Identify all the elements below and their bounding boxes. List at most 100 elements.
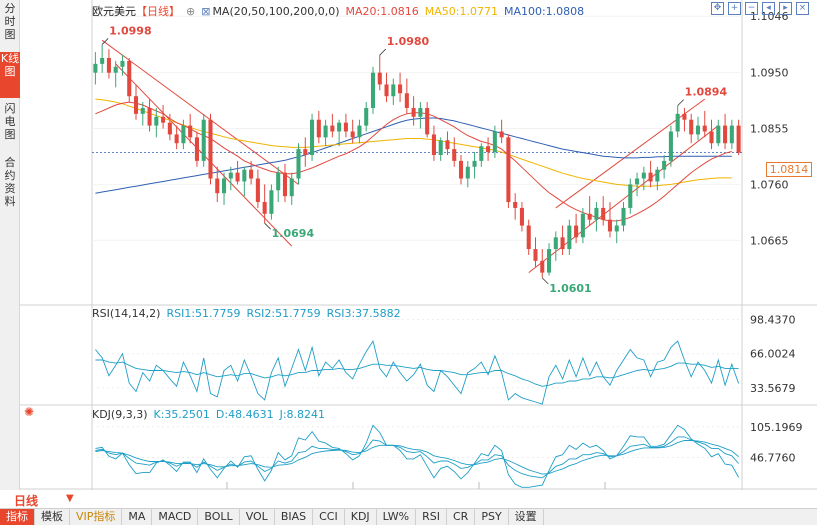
candle-body (689, 119, 694, 135)
rsi-y-tick-label: 66.0024 (750, 348, 796, 361)
candle-body (648, 172, 653, 182)
candle-body (93, 63, 98, 73)
crosshair-icon[interactable]: ⊕ (186, 5, 196, 18)
candle-body (222, 178, 227, 194)
chevron-down-icon[interactable]: ▼ (66, 493, 74, 504)
candle-body (140, 107, 145, 114)
kdj-k-value: K:35.2501 (153, 408, 210, 421)
toolbar-indicators[interactable]: 指标 (0, 509, 35, 525)
toolbar-cci[interactable]: CCI (313, 509, 345, 525)
candle-body (310, 119, 315, 155)
rsi3-value: RSI3:37.5882 (326, 307, 401, 320)
toolbar-settings[interactable]: 设置 (509, 509, 544, 525)
candle-body (607, 219, 612, 232)
tab-contract-info[interactable]: 合约资料 (4, 156, 16, 208)
tab-flash-chart[interactable]: 闪电图 (4, 102, 16, 141)
kdj-d-value: D:48.4631 (215, 408, 274, 421)
rsi-y-tick-label: 33.5679 (750, 382, 796, 395)
prev-icon[interactable]: ◂ (762, 2, 775, 15)
candle-body (100, 57, 105, 64)
candle-body (465, 166, 470, 179)
candle-body (580, 213, 585, 238)
candle-body (370, 72, 376, 108)
main-y-tick-label: 1.1046 (750, 10, 789, 23)
zoom-out-icon[interactable]: − (745, 2, 758, 15)
kdj-y-tick-label: 105.1969 (750, 421, 803, 434)
candle-body (452, 149, 457, 161)
current-price-tag: 1.0814 (766, 162, 812, 177)
tab-time-chart[interactable]: 分时图 (4, 2, 16, 41)
candle-body (282, 172, 287, 197)
rsi1-value: RSI1:51.7759 (166, 307, 241, 320)
symbol-label: 欧元美元 (92, 5, 136, 18)
candle-body (133, 96, 139, 114)
candle-body (113, 66, 118, 73)
candle-body (276, 172, 281, 191)
candle-body (127, 60, 132, 97)
candle-body (533, 249, 538, 261)
kdj-label: KDJ(9,3,3) (92, 408, 148, 421)
ma-label: MA(20,50,100,200,0,0) (212, 5, 340, 18)
rsi-line-rsi2 (95, 359, 739, 387)
next-icon[interactable]: ▸ (779, 2, 792, 15)
candle-body (736, 125, 741, 153)
candle-body (519, 207, 524, 226)
toolbar-ma[interactable]: MA (122, 509, 153, 525)
move-icon[interactable]: ✥ (711, 2, 724, 15)
toolbar-kdj[interactable]: KDJ (345, 509, 377, 525)
candle-body (296, 149, 301, 179)
candle-body (479, 146, 484, 161)
toolbar-macd[interactable]: MACD (152, 509, 199, 525)
close-icon[interactable]: × (796, 2, 809, 15)
zoom-in-icon[interactable]: + (728, 2, 741, 15)
candle-body (174, 134, 179, 144)
candle-body (499, 131, 504, 138)
candle-body (201, 119, 206, 161)
ma-icon: ⊠ (201, 5, 211, 18)
candle-body (330, 125, 335, 132)
candle-body (188, 125, 193, 138)
candle-body (486, 146, 491, 153)
trend-channel-line (555, 98, 706, 209)
toolbar-rsi[interactable]: RSI (416, 509, 447, 525)
main-y-tick-label: 1.0855 (750, 123, 789, 136)
toolbar-bias[interactable]: BIAS (275, 509, 314, 525)
candle-body (147, 107, 152, 126)
ma100-value: MA100:1.0808 (503, 5, 585, 18)
candle-body (641, 172, 646, 179)
candle-body (675, 113, 680, 132)
candle-body (404, 93, 409, 108)
tab-kline-chart[interactable]: K线图 (0, 52, 20, 98)
toolbar-vip[interactable]: VIP指标 (70, 509, 123, 525)
candle-body (628, 184, 633, 208)
period-row: 日线 ▼ (0, 491, 90, 508)
candle-body (235, 172, 240, 182)
candle-body (106, 57, 111, 73)
rsi2-value: RSI2:51.7759 (246, 307, 321, 320)
candle-body (289, 178, 294, 197)
kdj-line-k (95, 436, 739, 479)
candle-body (384, 84, 389, 97)
kdj-line-d (95, 440, 739, 475)
candle-body (709, 131, 714, 144)
candle-body (506, 137, 511, 203)
toolbar-vol[interactable]: VOL (240, 509, 275, 525)
candle-body (594, 207, 599, 220)
candle-body (445, 140, 450, 150)
main-y-tick-label: 1.0665 (750, 234, 789, 247)
kdj-settings-icon[interactable]: ✺ (24, 405, 35, 419)
candle-body (120, 60, 125, 67)
toolbar-templates[interactable]: 模板 (35, 509, 70, 525)
candle-body (553, 237, 558, 250)
chart-canvas[interactable]: 1.1046 1.0950 1.0855 1.0760 1.0665 1.0998 1.06… (20, 0, 817, 490)
toolbar-lw[interactable]: LW% (377, 509, 417, 525)
period-selector[interactable]: 日线 (14, 494, 39, 508)
candle-body (635, 178, 640, 185)
candle-body (492, 131, 497, 153)
toolbar-boll[interactable]: BOLL (198, 509, 240, 525)
toolbar-psy[interactable]: PSY (475, 509, 509, 525)
candle-body (716, 125, 721, 144)
kdj-line-j (95, 424, 739, 488)
candle-body (337, 122, 342, 132)
toolbar-cr[interactable]: CR (447, 509, 476, 525)
